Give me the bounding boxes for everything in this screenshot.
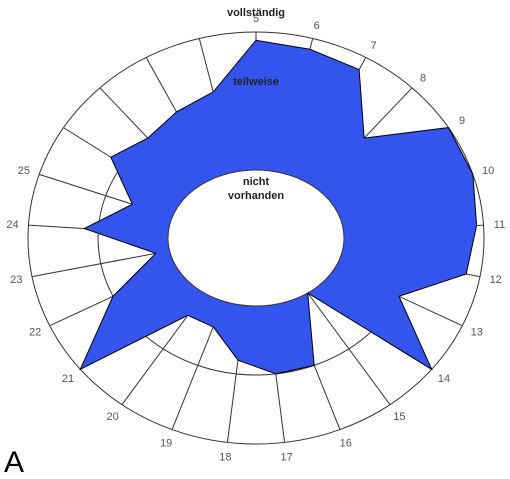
spoke-label-20: 20 <box>106 411 118 423</box>
spoke-label-9: 9 <box>459 115 465 127</box>
spoke-label-23: 23 <box>10 274 22 286</box>
spoke-label-25: 25 <box>18 165 30 177</box>
spoke-label-8: 8 <box>420 73 426 85</box>
spoke-label-5: 5 <box>253 13 259 25</box>
spoke-labels: 5 6 7 8 9 10 11 12 13 14 15 16 17 18 19 20 21 22 23 24 25 <box>6 13 505 463</box>
spoke-15 <box>307 292 391 405</box>
spoke-label-19: 19 <box>160 438 172 450</box>
spoke-label-10: 10 <box>482 165 494 177</box>
spoke-label-13: 13 <box>471 327 483 339</box>
spoke-label-18: 18 <box>219 451 231 463</box>
spoke-label-17: 17 <box>280 451 292 463</box>
spoke-label-11: 11 <box>494 219 505 231</box>
spoke-label-16: 16 <box>340 438 352 450</box>
spoke-label-24: 24 <box>6 219 18 231</box>
spoke-label-12: 12 <box>490 274 502 286</box>
spoke-label-7: 7 <box>370 40 376 52</box>
center-hole <box>167 169 345 307</box>
level-label-inner: nicht vorhanden <box>228 176 285 202</box>
spoke-23 <box>31 250 170 278</box>
spoke-label-14: 14 <box>438 373 450 385</box>
spoke-label-21: 21 <box>62 373 74 385</box>
level-labels: vollständig teilweise nicht vorhanden <box>227 7 285 202</box>
spoke-label-15: 15 <box>393 411 405 423</box>
spoke-label-6: 6 <box>314 20 320 32</box>
level-label-middle: teilweise <box>233 76 279 88</box>
level-label-outer: vollständig <box>227 7 285 19</box>
panel-label: A <box>4 446 25 479</box>
spoke-label-22: 22 <box>29 327 41 339</box>
